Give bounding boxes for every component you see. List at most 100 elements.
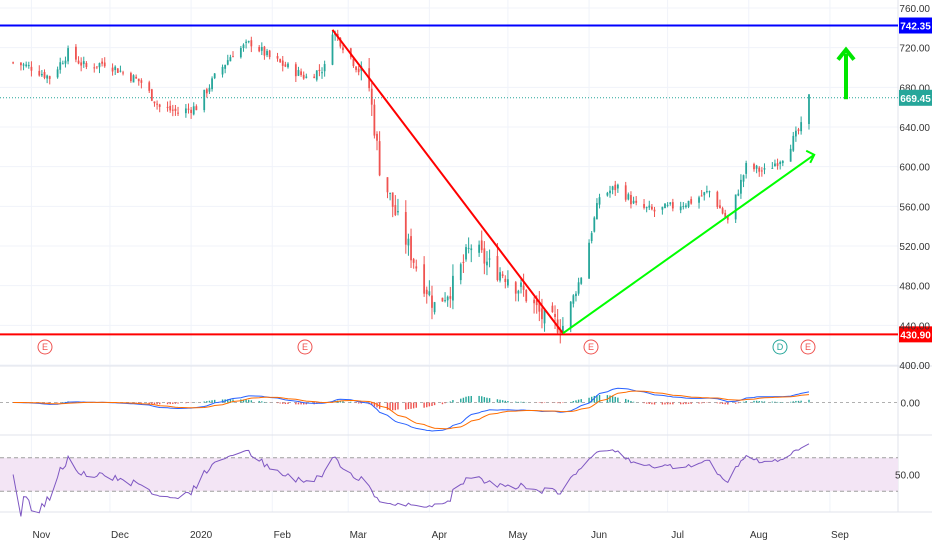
level-price-tag: 430.90 — [899, 326, 932, 343]
up-arrow-head — [836, 46, 856, 61]
candle-body — [538, 302, 541, 312]
candle-body — [302, 74, 305, 79]
candle-body — [651, 206, 653, 210]
candle-body — [705, 191, 708, 193]
candle-body — [373, 104, 376, 136]
event-label: E — [805, 342, 811, 352]
event-circle — [37, 339, 53, 355]
candle-body — [719, 205, 721, 209]
trendline-arrowhead — [805, 149, 816, 164]
candle-body — [541, 308, 543, 320]
candle-body — [260, 47, 263, 51]
price-tick-label: 480.00 — [899, 282, 930, 293]
candle-body — [370, 88, 373, 105]
candle-body — [577, 282, 580, 294]
price-tick-label: 560.00 — [899, 202, 930, 213]
candle-body — [342, 47, 344, 51]
candle-body — [404, 212, 407, 245]
candle-body — [572, 295, 575, 304]
earnings-marker[interactable]: E — [800, 339, 816, 355]
candle-body — [148, 82, 151, 91]
candle-body — [281, 60, 284, 66]
candle-body — [64, 60, 67, 64]
candle-body — [561, 325, 564, 333]
event-label: D — [777, 342, 784, 352]
candle-body — [679, 206, 682, 211]
earnings-marker[interactable]: E — [37, 339, 53, 355]
time-tick-label: Sep — [831, 530, 849, 541]
candle-body — [12, 62, 14, 64]
candle-body — [339, 37, 342, 47]
trendline[interactable] — [562, 153, 815, 335]
candle-body — [666, 204, 669, 206]
candle-body — [169, 105, 172, 111]
candle-body — [614, 184, 617, 191]
level-tag-bg — [899, 326, 932, 343]
time-tick-label: May — [508, 530, 527, 541]
candle-body — [101, 61, 104, 64]
candle-body — [245, 41, 247, 43]
candle-body — [800, 122, 803, 132]
earnings-marker[interactable]: E — [297, 339, 313, 355]
candle-body — [480, 240, 483, 251]
candle-body — [376, 133, 378, 141]
candle-body — [352, 58, 355, 66]
candle-body — [40, 73, 43, 76]
candle-body — [569, 301, 572, 328]
candle-body — [287, 63, 289, 68]
candle-body — [22, 64, 25, 66]
candle-body — [486, 261, 488, 266]
candle-body — [808, 94, 810, 124]
candle-body — [669, 202, 672, 204]
candle-body — [268, 50, 271, 58]
macd-signal-line — [13, 390, 810, 430]
candle-body — [522, 285, 525, 290]
price-tick-label: 520.00 — [899, 242, 930, 253]
event-label: E — [302, 342, 308, 352]
candle-body — [496, 256, 499, 281]
candle-body — [423, 264, 426, 294]
last-price-tag: 669.45 — [899, 89, 932, 106]
candle-body — [431, 295, 433, 308]
candle-body — [685, 205, 687, 208]
candle-body — [703, 192, 706, 196]
candle-body — [444, 300, 446, 302]
candle-body — [708, 191, 711, 193]
candle-body — [203, 89, 206, 111]
candle-body — [25, 64, 28, 67]
candle-body — [517, 290, 520, 294]
candle-body — [470, 248, 473, 251]
candle-body — [171, 109, 174, 111]
trendline[interactable] — [331, 29, 564, 334]
earnings-marker[interactable]: E — [583, 339, 599, 355]
candle-body — [355, 66, 357, 70]
price-tick-label: 640.00 — [899, 123, 930, 134]
candle-body — [276, 56, 279, 59]
candle-body — [412, 259, 415, 263]
candle-body — [389, 192, 391, 194]
candle-body — [588, 242, 590, 279]
candle-body — [98, 63, 101, 68]
candle-body — [648, 205, 651, 208]
dividend-marker[interactable]: D — [772, 339, 788, 355]
candle-body — [224, 64, 227, 69]
candle-body — [794, 130, 797, 137]
event-circle — [800, 339, 816, 355]
candle-body — [606, 192, 609, 196]
candle-body — [300, 71, 302, 75]
candle-body — [205, 89, 208, 94]
event-circle — [297, 339, 313, 355]
candle-body — [397, 211, 399, 213]
price-tick-label: 720.00 — [899, 44, 930, 55]
candle-body — [132, 75, 135, 83]
level-price-tag: 742.35 — [899, 17, 932, 34]
level-tag-label: 430.90 — [900, 330, 931, 341]
event-circle — [583, 339, 599, 355]
candle-body — [187, 108, 190, 110]
candle-body — [433, 302, 436, 313]
candle-body — [687, 200, 690, 207]
time-tick-label: Dec — [111, 530, 129, 541]
candle-body — [184, 108, 187, 114]
candle-body — [609, 190, 611, 194]
